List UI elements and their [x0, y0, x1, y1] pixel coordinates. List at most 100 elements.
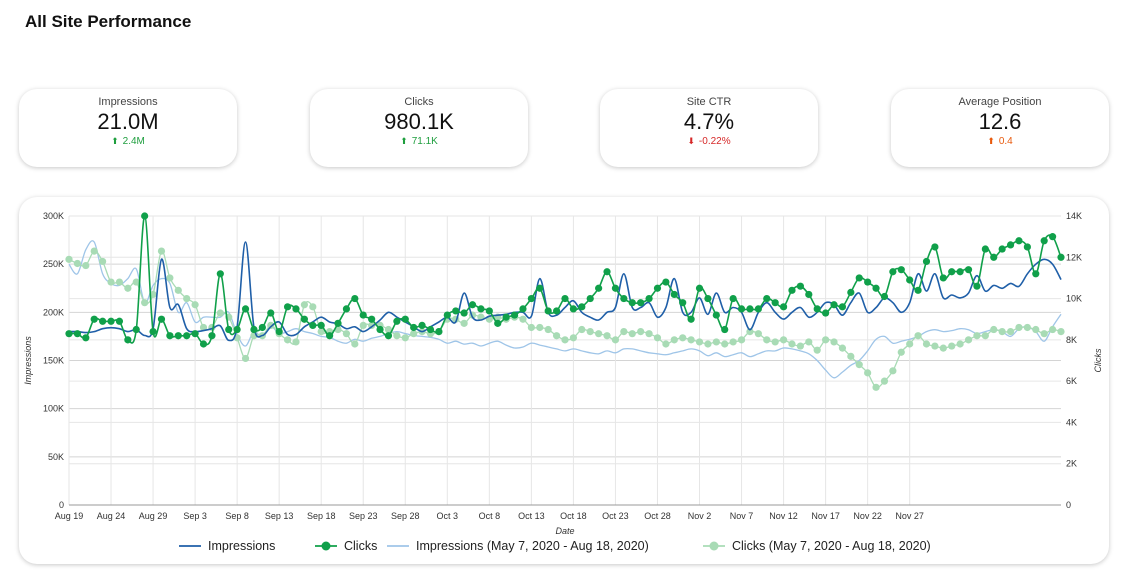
data-point-clicks: [460, 309, 468, 317]
data-point-clicks: [73, 330, 82, 338]
data-point-clicks: [82, 334, 90, 342]
data-point-clicks: [830, 301, 838, 309]
data-point-clicks-may-7-2020-aug-18-2020: [216, 309, 224, 317]
y-right-tick-label: 4K: [1066, 417, 1077, 427]
data-point-clicks-may-7-2020-aug-18-2020: [132, 278, 140, 286]
data-point-clicks-may-7-2020-aug-18-2020: [527, 323, 535, 332]
data-point-clicks-may-7-2020-aug-18-2020: [670, 336, 678, 344]
legend-marker-swatch: [321, 541, 331, 551]
y-right-tick-label: 6K: [1066, 376, 1077, 386]
data-point-clicks-may-7-2020-aug-18-2020: [1040, 330, 1048, 338]
data-point-clicks: [527, 294, 535, 303]
data-point-clicks: [788, 286, 796, 294]
data-point-clicks-may-7-2020-aug-18-2020: [82, 261, 90, 270]
data-point-clicks: [906, 276, 914, 284]
data-point-clicks-may-7-2020-aug-18-2020: [241, 354, 250, 363]
data-point-clicks: [250, 325, 258, 334]
data-point-clicks: [990, 253, 998, 261]
data-point-clicks: [897, 266, 905, 274]
data-point-clicks: [679, 299, 687, 307]
data-point-clicks-may-7-2020-aug-18-2020: [973, 332, 981, 340]
y-right-tick-label: 0: [1066, 500, 1071, 510]
data-point-clicks: [712, 311, 720, 319]
x-tick-label: Sep 23: [349, 511, 378, 521]
y-left-tick-label: 300K: [43, 211, 64, 221]
data-point-clicks-may-7-2020-aug-18-2020: [199, 323, 208, 332]
data-point-clicks: [931, 243, 939, 251]
data-point-clicks: [376, 325, 384, 334]
data-point-clicks: [1023, 243, 1031, 251]
data-point-clicks-may-7-2020-aug-18-2020: [880, 377, 889, 385]
data-point-clicks-may-7-2020-aug-18-2020: [721, 340, 729, 348]
data-point-clicks: [611, 284, 620, 292]
data-point-clicks-may-7-2020-aug-18-2020: [948, 342, 956, 350]
data-point-clicks-may-7-2020-aug-18-2020: [855, 361, 863, 369]
data-point-clicks-may-7-2020-aug-18-2020: [897, 348, 905, 356]
data-point-clicks: [166, 332, 174, 340]
y-right-tick-label: 8K: [1066, 335, 1077, 345]
x-tick-label: Oct 3: [437, 511, 459, 521]
data-point-clicks: [1057, 253, 1065, 261]
data-point-clicks-may-7-2020-aug-18-2020: [1006, 328, 1015, 336]
data-point-clicks: [779, 303, 788, 311]
kpi-card-clicks: Clicks 980.1K ⬆ 71.1K: [310, 89, 528, 167]
y-left-tick-label: 200K: [43, 307, 64, 317]
data-point-clicks: [502, 313, 510, 321]
kpi-value: 980.1K: [384, 109, 454, 134]
x-tick-label: Oct 23: [602, 511, 629, 521]
y-left-tick-label: 100K: [43, 404, 64, 414]
x-tick-label: Nov 17: [811, 511, 840, 521]
y-right-tick-label: 12K: [1066, 252, 1082, 262]
data-point-clicks-may-7-2020-aug-18-2020: [922, 340, 931, 348]
data-point-clicks: [275, 328, 283, 336]
data-point-clicks-may-7-2020-aug-18-2020: [552, 332, 561, 340]
kpi-label: Clicks: [404, 96, 434, 108]
x-tick-label: Nov 2: [688, 511, 712, 521]
data-point-clicks: [208, 332, 216, 340]
data-point-clicks: [368, 315, 376, 323]
data-point-clicks: [384, 332, 393, 340]
kpi-label: Site CTR: [686, 96, 732, 108]
data-point-clicks-may-7-2020-aug-18-2020: [401, 334, 409, 342]
y-right-axis-title: Clicks: [1093, 348, 1103, 372]
data-point-clicks: [452, 307, 460, 315]
data-point-clicks-may-7-2020-aug-18-2020: [115, 278, 124, 286]
data-point-clicks: [199, 340, 208, 348]
x-tick-label: Sep 28: [391, 511, 420, 521]
x-axis-title: Date: [555, 526, 574, 536]
data-point-clicks: [510, 311, 519, 319]
data-point-clicks-may-7-2020-aug-18-2020: [964, 336, 973, 344]
data-point-clicks: [401, 315, 409, 323]
data-point-clicks: [569, 305, 578, 313]
data-point-clicks-may-7-2020-aug-18-2020: [393, 332, 401, 340]
data-point-clicks: [653, 284, 662, 292]
data-point-clicks-may-7-2020-aug-18-2020: [754, 330, 762, 338]
data-point-clicks-may-7-2020-aug-18-2020: [737, 336, 746, 344]
data-point-clicks-may-7-2020-aug-18-2020: [939, 344, 947, 352]
data-point-clicks: [637, 299, 645, 307]
kpi-delta: -0.22%: [698, 136, 731, 147]
data-point-clicks: [914, 286, 922, 294]
series-line-impressions: [68, 241, 1062, 342]
data-point-clicks: [1006, 241, 1015, 249]
data-point-clicks-may-7-2020-aug-18-2020: [1057, 328, 1065, 336]
x-tick-label: Nov 22: [853, 511, 882, 521]
data-point-clicks-may-7-2020-aug-18-2020: [191, 301, 199, 309]
data-point-clicks-may-7-2020-aug-18-2020: [267, 321, 275, 330]
data-point-clicks-may-7-2020-aug-18-2020: [300, 301, 308, 309]
data-point-clicks: [763, 294, 771, 303]
data-point-clicks: [410, 323, 418, 332]
data-point-clicks-may-7-2020-aug-18-2020: [309, 303, 317, 311]
y-left-tick-label: 50K: [48, 452, 64, 462]
y-left-axis-title: Impressions: [23, 336, 33, 385]
x-tick-label: Aug 24: [97, 511, 126, 521]
data-point-clicks-may-7-2020-aug-18-2020: [73, 259, 82, 268]
data-point-clicks: [729, 294, 737, 303]
data-point-clicks-may-7-2020-aug-18-2020: [822, 336, 830, 344]
kpi-card-average-position: Average Position 12.6 ⬆ 0.4: [891, 89, 1109, 167]
page-title: All Site Performance: [25, 12, 192, 31]
data-point-clicks: [536, 284, 544, 292]
y-right-tick-label: 10K: [1066, 294, 1082, 304]
data-point-clicks: [603, 268, 611, 276]
data-point-clicks-may-7-2020-aug-18-2020: [544, 325, 552, 334]
